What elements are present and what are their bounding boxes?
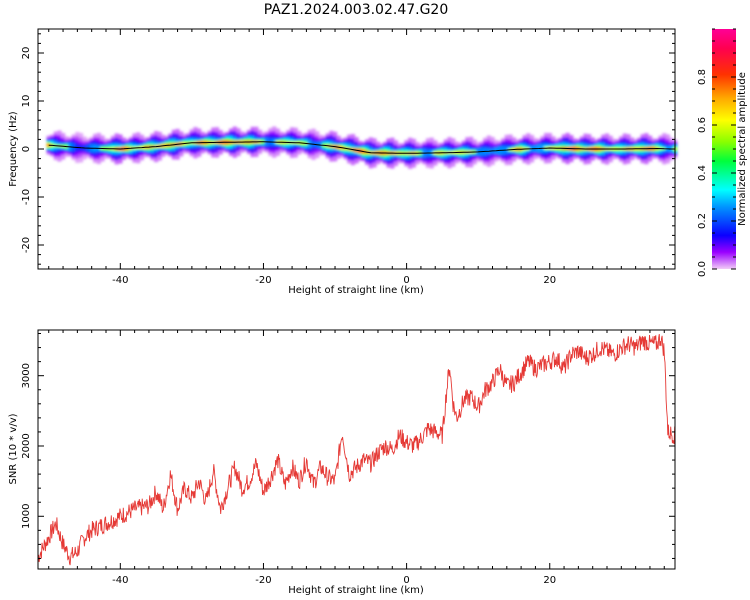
bottom-x-tick-label: 20	[543, 575, 556, 586]
top-y-tick-label: -10	[21, 189, 32, 205]
bottom-y-axis-label: SNR (10 * v/v)	[8, 413, 19, 484]
top-y-tick-label: 0	[21, 146, 32, 152]
colorbar-tick-label: 0.0	[697, 261, 708, 277]
top-y-tick-label: 10	[21, 95, 32, 108]
top-y-tick-label: -20	[21, 237, 32, 253]
bottom-plot-frame	[37, 329, 676, 570]
bottom-y-ticks: 1000 2000 3000	[21, 333, 675, 559]
top-y-tick-label: 20	[21, 47, 32, 60]
top-x-tick-label: -20	[255, 275, 271, 286]
colorbar-tick-label: 0.8	[697, 69, 708, 85]
colorbar-label: Normalized spectral amplitude	[737, 72, 748, 226]
top-x-ticks: -40 -20 0 20	[48, 29, 665, 286]
top-x-axis-label: Height of straight line (km)	[288, 285, 424, 296]
top-y-ticks: -20 -10 0 10 20	[21, 33, 675, 265]
top-x-tick-label: -40	[112, 275, 128, 286]
figure-title: PAZ1.2024.003.02.47.G20	[264, 2, 449, 18]
spectrogram-panel: -40 -20 0 20 -20 -10 0 10 20 Height of straight…	[8, 28, 678, 296]
top-y-axis-label: Frequency (Hz)	[8, 111, 19, 187]
bottom-y-tick-label: 1000	[21, 504, 32, 529]
bottom-x-axis-label: Height of straight line (km)	[288, 585, 424, 596]
colorbar-tick-label: 0.6	[697, 117, 708, 133]
colorbar-tick-label: 0.2	[697, 213, 708, 229]
colorbar-ticks: 0.0 0.2 0.4 0.6 0.8	[697, 28, 736, 277]
bottom-y-tick-label: 2000	[21, 433, 32, 458]
colorbar-gradient	[712, 29, 736, 269]
bottom-x-tick-label: -40	[112, 575, 128, 586]
colorbar: 0.0 0.2 0.4 0.6 0.8 Normalized spectral ampl…	[697, 28, 748, 277]
colorbar-tick-label: 0.4	[697, 165, 708, 181]
top-x-tick-label: 0	[403, 275, 409, 286]
bottom-x-tick-label: -20	[255, 575, 271, 586]
snr-panel: -40 -20 0 20 1000 2000 3000 Height of straigh…	[8, 329, 676, 596]
top-x-tick-label: 20	[543, 275, 556, 286]
bottom-x-tick-label: 0	[403, 575, 409, 586]
spectrogram-ridge-line	[48, 141, 675, 154]
bottom-y-tick-label: 3000	[21, 363, 32, 388]
bottom-x-ticks: -40 -20 0 20	[48, 330, 665, 586]
snr-series-line	[37, 334, 676, 566]
